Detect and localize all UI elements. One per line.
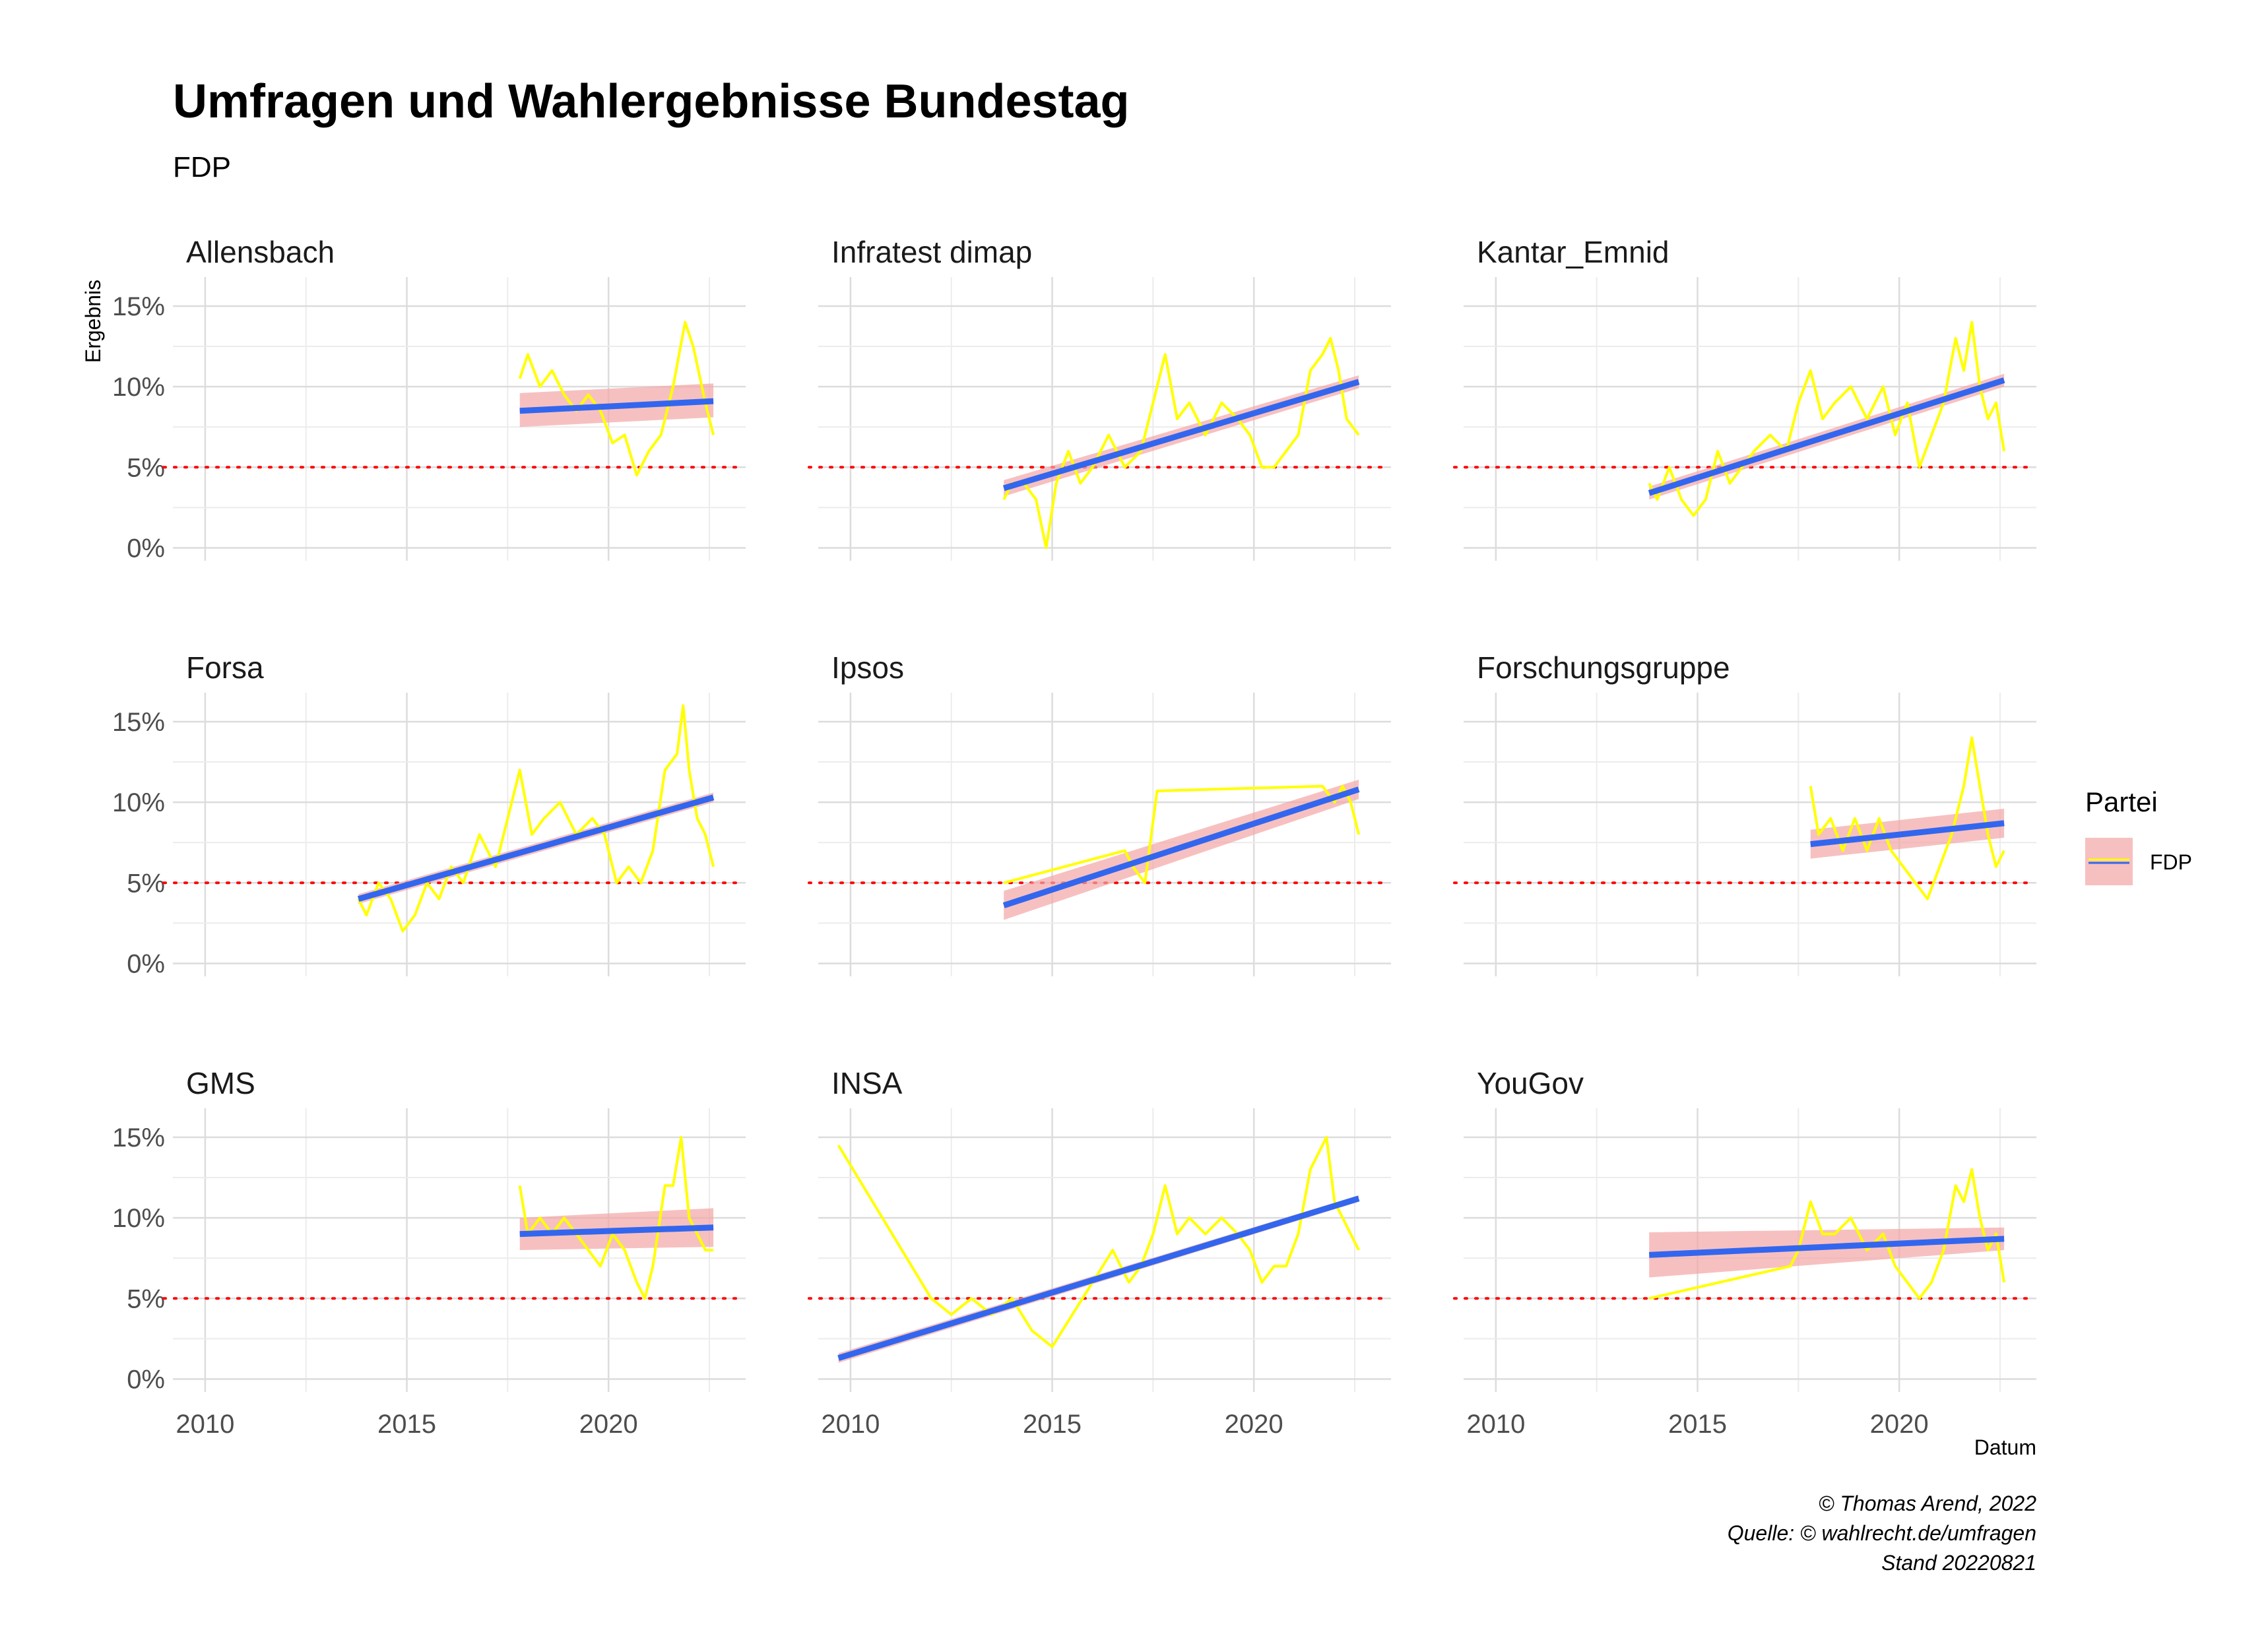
trend-line [1002, 379, 1360, 491]
y-tick-label: 5% [127, 453, 165, 482]
panel-title: Allensbach [186, 235, 335, 269]
x-tick-label: 2010 [1466, 1410, 1525, 1439]
y-tick-label: 10% [112, 373, 165, 402]
y-tick-label: 15% [112, 708, 165, 737]
x-axis-label: Datum [1974, 1435, 2036, 1459]
y-tick-label: 5% [127, 1284, 165, 1313]
panel-title: Infratest dimap [831, 235, 1032, 269]
y-axis-label: Ergebnis [81, 280, 105, 363]
y-tick-label: 10% [112, 788, 165, 817]
panel-insa: INSA 2010 2015 2020 [808, 1066, 1391, 1439]
trend-line [519, 398, 714, 414]
panel-forsa: Forsa 0% 5% 10% 15% [112, 650, 746, 978]
caption-line-date: Stand 20220821 [1881, 1551, 2036, 1575]
y-tick-label: 15% [112, 292, 165, 321]
x-tick-label: 2010 [821, 1410, 880, 1439]
y-tick-label: 10% [112, 1204, 165, 1233]
poll-line [1648, 321, 2006, 517]
poll-line [1002, 336, 1360, 550]
chart-title: Umfragen und Wahlergebnisse Bundestag [173, 75, 1130, 128]
panel-yougov: YouGov 2010 2015 2020 [1453, 1066, 2036, 1439]
x-tick-label: 2020 [579, 1410, 638, 1439]
legend-label-fdp: FDP [2150, 850, 2192, 874]
x-tick-label: 2015 [1023, 1410, 1082, 1439]
panel-title: Forschungsgruppe [1477, 650, 1730, 685]
trend-line [519, 1224, 714, 1238]
poll-line [1648, 1168, 2006, 1300]
x-tick-label: 2010 [176, 1410, 234, 1439]
poll-line [518, 321, 715, 477]
y-tick-label: 15% [112, 1123, 165, 1152]
panel-title: INSA [831, 1066, 903, 1100]
panel-title: GMS [186, 1066, 255, 1100]
trend-line [1810, 820, 2005, 848]
panel-title: YouGov [1477, 1066, 1584, 1100]
panel-ipsos: Ipsos [808, 650, 1391, 976]
panel-gms: GMS 0% 5% 10% 15% 2010 2015 2020 [112, 1066, 746, 1439]
poll-line [357, 704, 715, 933]
chart-subtitle: FDP [173, 151, 231, 183]
x-tick-label: 2015 [377, 1410, 436, 1439]
x-tick-label: 2020 [1225, 1410, 1283, 1439]
x-tick-label: 2020 [1870, 1410, 1929, 1439]
y-tick-label: 5% [127, 869, 165, 898]
trend-line [1002, 786, 1360, 908]
facet-panels: Allensbach 0% 5% 10% 15% Infratest dimap Kanta… [112, 235, 2036, 1439]
trend-line [357, 794, 715, 902]
panel-title: Kantar_Emnid [1477, 235, 1669, 269]
panel-forschungsgruppe: Forschungsgruppe [1453, 650, 2036, 976]
legend: Partei FDP [2085, 786, 2192, 885]
caption: © Thomas Arend, 2022 Quelle: © wahlrecht… [1728, 1492, 2036, 1575]
y-tick-label: 0% [127, 1365, 165, 1394]
panel-title: Forsa [186, 650, 264, 685]
caption-line-source: Quelle: © wahlrecht.de/umfragen [1728, 1521, 2036, 1545]
panel-infratest-dimap: Infratest dimap [808, 235, 1391, 561]
panel-allensbach: Allensbach 0% 5% 10% 15% [112, 235, 746, 563]
panel-title: Ipsos [831, 650, 904, 685]
y-tick-label: 0% [127, 949, 165, 978]
trend-line [837, 1195, 1360, 1361]
legend-key-ribbon [2085, 838, 2133, 885]
y-tick-label: 0% [127, 534, 165, 563]
trend-line [1648, 377, 2005, 496]
caption-line-copyright: © Thomas Arend, 2022 [1819, 1492, 2036, 1515]
panel-kantar-emnid: Kantar_Emnid [1453, 235, 2036, 561]
legend-title: Partei [2085, 786, 2158, 817]
x-tick-label: 2015 [1668, 1410, 1727, 1439]
trend-line [1648, 1236, 2005, 1258]
poll-line [1809, 736, 2005, 900]
